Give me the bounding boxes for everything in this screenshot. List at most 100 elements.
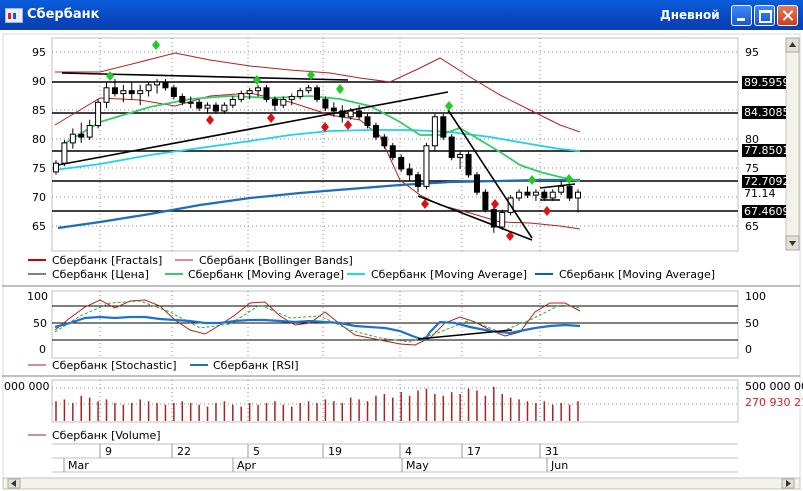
candle[interactable] <box>524 191 531 196</box>
price-pane[interactable] <box>51 37 739 252</box>
candle[interactable] <box>566 185 573 199</box>
candle[interactable] <box>187 101 194 104</box>
candle[interactable] <box>179 96 186 103</box>
candle[interactable] <box>196 101 203 109</box>
candle[interactable] <box>229 98 236 106</box>
fractal-up-icon <box>528 175 536 185</box>
scroll-left-icon[interactable] <box>11 480 16 487</box>
candle[interactable] <box>457 154 464 158</box>
candle[interactable] <box>86 125 93 138</box>
candle[interactable] <box>532 191 539 196</box>
volume-pane[interactable] <box>51 379 739 423</box>
candle[interactable] <box>78 133 85 138</box>
candle[interactable] <box>423 145 430 187</box>
candle[interactable] <box>53 162 59 173</box>
candle[interactable] <box>549 191 556 199</box>
candle[interactable] <box>431 116 438 147</box>
candle[interactable] <box>558 185 565 193</box>
candle[interactable] <box>389 145 396 158</box>
legend-item-ma-fast[interactable]: Сбербанк [Moving Average] <box>188 268 344 281</box>
candle[interactable] <box>145 84 152 92</box>
candle[interactable] <box>69 133 76 144</box>
candle[interactable] <box>297 90 304 97</box>
chart-area[interactable]: 95 90 85 80 75 70 65 95 80 75 65 89.5959… <box>0 30 803 491</box>
candle[interactable] <box>255 87 262 92</box>
legend-item-stochastic[interactable]: Сбербанк [Stochastic] <box>52 359 177 372</box>
candle[interactable] <box>473 174 480 193</box>
candle[interactable] <box>263 87 270 100</box>
candle[interactable] <box>246 90 253 95</box>
scroll-right-icon[interactable] <box>786 480 791 487</box>
candle[interactable] <box>440 116 447 138</box>
level-label: 72.7092 <box>744 175 790 188</box>
candle[interactable] <box>482 191 489 211</box>
candle[interactable] <box>120 90 127 95</box>
fractal-down-icon <box>506 231 514 241</box>
candle[interactable] <box>516 191 523 199</box>
candle[interactable] <box>541 191 548 199</box>
oscillator-axis-tick: 100 <box>27 290 48 303</box>
candle[interactable] <box>356 110 363 118</box>
legend-item-volume[interactable]: Сбербанк [Volume] <box>52 429 161 442</box>
candle[interactable] <box>330 107 337 112</box>
candle[interactable] <box>271 98 278 106</box>
fractal-down-icon <box>321 122 329 132</box>
candle[interactable] <box>280 98 287 106</box>
candle[interactable] <box>398 156 405 170</box>
candle[interactable] <box>103 87 110 103</box>
candle[interactable] <box>238 93 245 100</box>
volume-current-value: 270 930 21 <box>745 396 803 409</box>
legend-item-bollinger[interactable]: Сбербанк [Bollinger Bands] <box>199 254 353 267</box>
candle[interactable] <box>364 116 371 127</box>
legend-item-ma-slow[interactable]: Сбербанк [Moving Average] <box>559 268 715 281</box>
candle[interactable] <box>322 98 329 109</box>
candle[interactable] <box>465 154 472 176</box>
minimize-button[interactable] <box>731 5 752 26</box>
moving-average-fast <box>61 95 581 182</box>
candle[interactable] <box>137 90 144 95</box>
candle[interactable] <box>170 87 177 98</box>
close-button[interactable] <box>777 5 798 26</box>
scroll-down-icon[interactable] <box>789 241 796 246</box>
time-axis-day: 4 <box>405 445 412 458</box>
moving-average-mid <box>54 129 581 171</box>
candle[interactable] <box>575 191 581 199</box>
title-bar[interactable]: Сбербанк Дневной <box>0 0 803 30</box>
legend-item-rsi[interactable]: Сбербанк [RSI] <box>213 359 299 372</box>
candle[interactable] <box>221 104 228 112</box>
moving-average-slow <box>57 178 580 230</box>
candle[interactable] <box>111 87 118 95</box>
candle[interactable] <box>162 81 169 89</box>
candle[interactable] <box>381 136 388 147</box>
candle[interactable] <box>154 81 161 86</box>
candle[interactable] <box>490 209 497 228</box>
candle[interactable] <box>499 212 506 228</box>
candle[interactable] <box>347 110 354 118</box>
candle[interactable] <box>61 142 68 164</box>
candle[interactable] <box>448 136 455 158</box>
level-label: 89.5959 <box>744 76 790 89</box>
candle[interactable] <box>204 104 211 109</box>
fractal-up-icon <box>253 75 261 85</box>
candle[interactable] <box>288 96 295 100</box>
legend-item-ma-mid[interactable]: Сбербанк [Moving Average] <box>371 268 527 281</box>
time-axis-day: 19 <box>328 445 342 458</box>
time-axis: 9 22 5 19 4 17 31 Mar Apr May Jun <box>68 445 568 472</box>
legend-item-price[interactable]: Сбербанк [Цена] <box>52 268 149 281</box>
candle[interactable] <box>212 104 219 112</box>
legend-item-fractals[interactable]: Сбербанк [Fractals] <box>52 254 162 267</box>
chart-icon <box>5 8 23 23</box>
candle[interactable] <box>95 101 102 127</box>
maximize-button[interactable] <box>754 5 775 26</box>
candle[interactable] <box>128 90 135 95</box>
oscillator-pane[interactable] <box>51 290 739 359</box>
horizontal-scrollbar[interactable] <box>2 477 801 490</box>
candle[interactable] <box>415 174 422 187</box>
candle[interactable] <box>305 87 312 92</box>
scroll-up-icon[interactable] <box>789 42 796 47</box>
candle[interactable] <box>406 168 413 176</box>
candle[interactable] <box>314 87 320 100</box>
candle[interactable] <box>372 125 379 138</box>
price-axis-tick: 65 <box>745 220 759 233</box>
fractal-up-icon <box>336 84 344 94</box>
